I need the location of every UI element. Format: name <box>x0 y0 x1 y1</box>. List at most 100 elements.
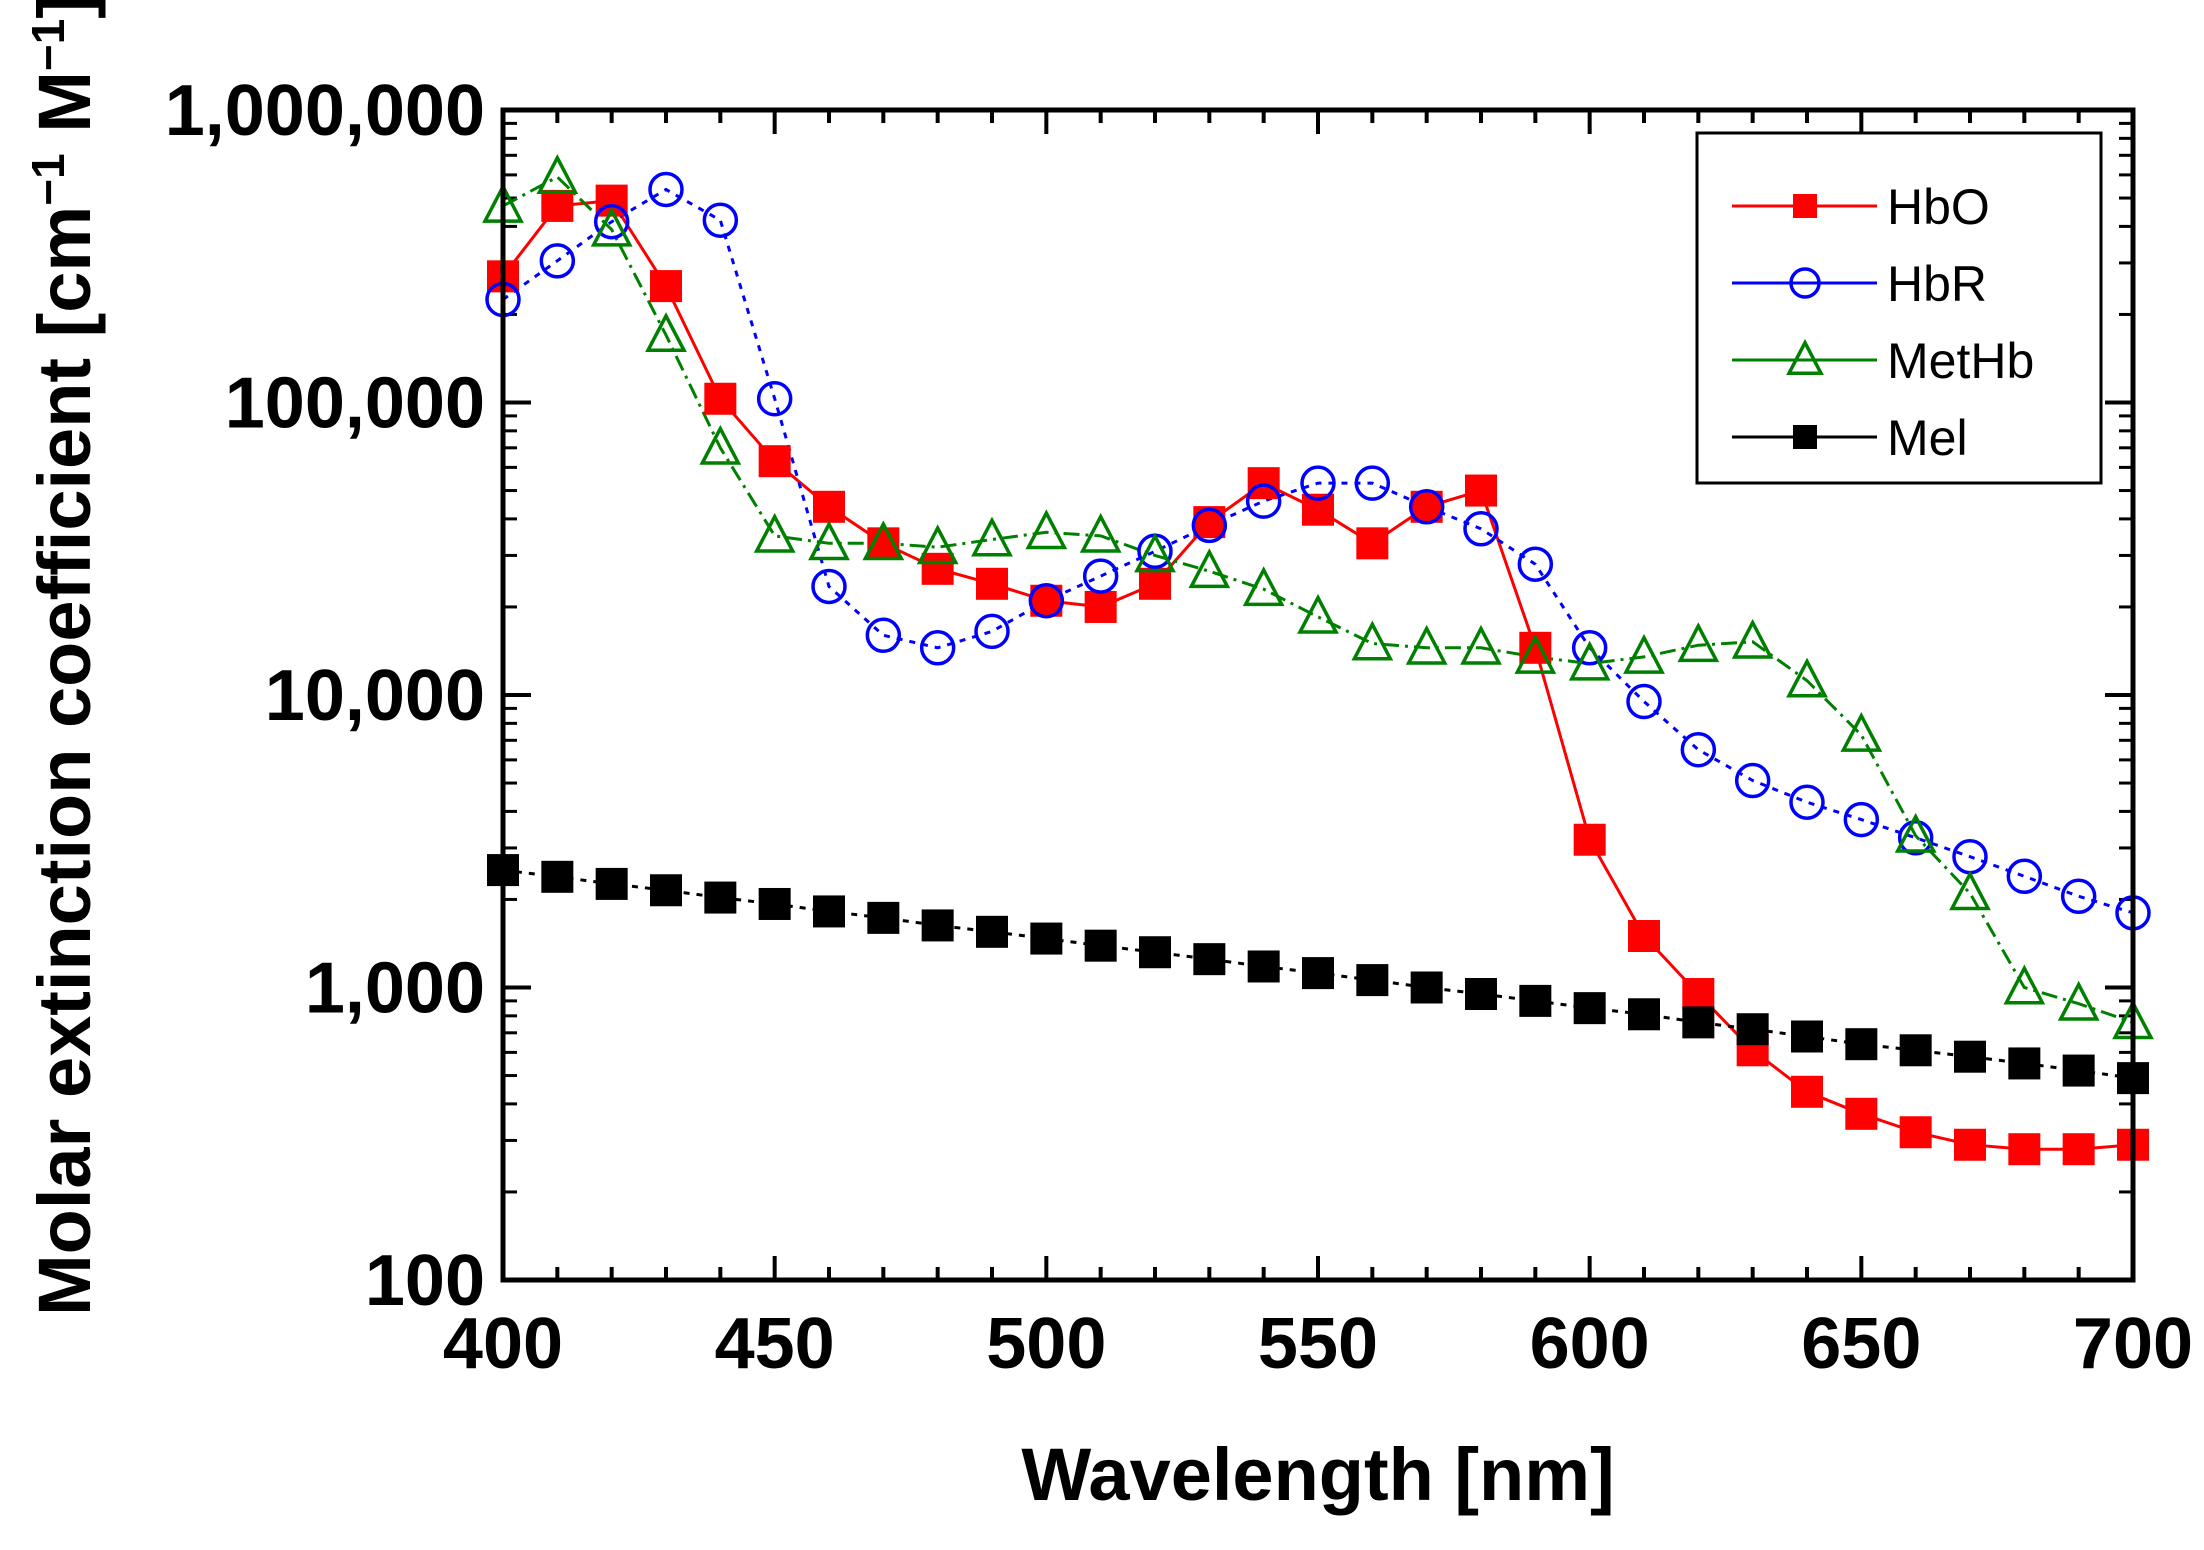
point-hbr <box>1028 583 1065 619</box>
point-hbr <box>919 630 956 666</box>
point-hbr <box>1137 533 1173 570</box>
point-hbo <box>813 490 845 523</box>
tick-labels: 400 450 500 550 600 650 700 100 1,000 10,000 100,0… <box>165 71 2193 1384</box>
point-mel <box>1302 957 1334 990</box>
point-hbr <box>648 171 684 208</box>
point-hbr <box>593 203 630 240</box>
point-methb <box>1025 509 1068 550</box>
point-mel <box>921 909 954 942</box>
point-hbo <box>1139 567 1171 600</box>
point-mel <box>1628 998 1660 1031</box>
point-methb <box>1677 622 1720 663</box>
point-methb <box>1134 532 1176 573</box>
y-axis-title: Molar extinction coefficient [cm−1 M−1] <box>22 0 106 1316</box>
point-hbo <box>1954 1128 1986 1161</box>
point-hbr <box>2006 858 2043 895</box>
point-mel <box>1954 1040 1986 1073</box>
point-methb <box>1840 712 1883 752</box>
point-hbo <box>2062 1133 2095 1166</box>
point-hbr <box>539 243 576 279</box>
point-mel <box>1410 971 1443 1004</box>
point-methb <box>1786 657 1828 698</box>
point-hbo <box>1356 527 1389 560</box>
y-tick-label: 1,000,000 <box>165 71 485 151</box>
legend-label-hbo: HbO <box>1887 179 1990 235</box>
point-methb <box>1568 640 1611 681</box>
legend-box <box>1695 131 2103 485</box>
point-hbr <box>1408 489 1445 525</box>
point-methb <box>590 206 633 247</box>
point-mel <box>2062 1054 2095 1087</box>
point-hbo <box>1845 1097 1878 1130</box>
point-methb <box>1351 620 1394 661</box>
point-hbo <box>758 445 791 478</box>
point-mel <box>1356 964 1389 997</box>
point-hbr <box>1300 465 1336 501</box>
legend-marker-hbr <box>1789 267 1821 299</box>
x-tick-label: 600 <box>1530 1304 1650 1384</box>
point-methb <box>1405 624 1448 665</box>
x-tick-label: 700 <box>2073 1304 2193 1384</box>
point-hbo <box>704 382 737 415</box>
point-methb <box>1623 633 1665 674</box>
point-methb <box>645 312 687 353</box>
series-line-hbr <box>502 187 2134 915</box>
point-mel <box>1193 943 1226 976</box>
point-hbo <box>2008 1133 2041 1166</box>
point-hbo <box>1791 1075 1823 1108</box>
y-axis-title-main: Molar extinction coefficient [cm <box>23 206 106 1316</box>
point-hbo <box>1247 467 1280 500</box>
legend-label-hbr: HbR <box>1887 256 1987 312</box>
point-hbr <box>1571 630 1608 666</box>
point-hbr <box>865 617 902 654</box>
x-tick-label: 400 <box>443 1304 563 1384</box>
y-tick-label: 100 <box>365 1241 485 1321</box>
x-tick-label: 450 <box>715 1304 835 1384</box>
point-hbr <box>1082 558 1119 594</box>
point-methb <box>916 524 959 565</box>
y-tick-label: 100,000 <box>225 364 485 444</box>
point-hbo <box>1628 919 1660 952</box>
point-hbr <box>2060 878 2097 915</box>
point-hbo <box>1465 474 1497 507</box>
point-hbr <box>1789 784 1825 820</box>
point-methb <box>1894 812 1937 853</box>
point-methb <box>1731 618 1774 659</box>
point-methb <box>808 520 850 561</box>
x-tick-label: 550 <box>1258 1304 1378 1384</box>
point-hbo <box>976 567 1008 600</box>
point-mel <box>541 860 574 893</box>
point-hbr <box>1843 801 1880 838</box>
point-methb <box>536 154 579 194</box>
point-mel <box>2008 1047 2041 1080</box>
y-tick-label: 1,000 <box>305 949 485 1029</box>
legend-label-methb: MetHb <box>1887 333 2034 389</box>
y-axis-title-sup2: −1 <box>22 19 74 71</box>
point-mel <box>976 915 1008 948</box>
x-axis-title: Wavelength [nm] <box>1021 1433 1614 1516</box>
point-methb <box>1188 548 1231 589</box>
point-mel <box>813 895 845 928</box>
point-methb <box>1079 512 1122 553</box>
point-hbr <box>702 202 739 238</box>
point-mel <box>1845 1028 1878 1061</box>
y-tick-label: 10,000 <box>265 656 485 736</box>
point-methb <box>862 520 905 561</box>
point-hbr <box>1191 507 1228 544</box>
point-hbo <box>1084 590 1117 623</box>
y-axis-title-mid: M <box>23 71 106 153</box>
y-axis-title-end: ] <box>23 0 106 19</box>
plot-frame <box>500 107 2136 1283</box>
point-mel <box>1465 978 1497 1011</box>
point-mel <box>1519 984 1552 1017</box>
point-methb <box>2057 980 2100 1021</box>
point-mel <box>1682 1006 1715 1039</box>
point-methb <box>753 512 796 553</box>
point-methb <box>1297 593 1339 634</box>
legend-marker-hbo <box>1793 194 1817 218</box>
series-markers <box>482 154 2154 1166</box>
point-mel <box>1736 1013 1769 1046</box>
point-hbo <box>541 189 574 222</box>
point-hbr <box>1897 820 1934 856</box>
